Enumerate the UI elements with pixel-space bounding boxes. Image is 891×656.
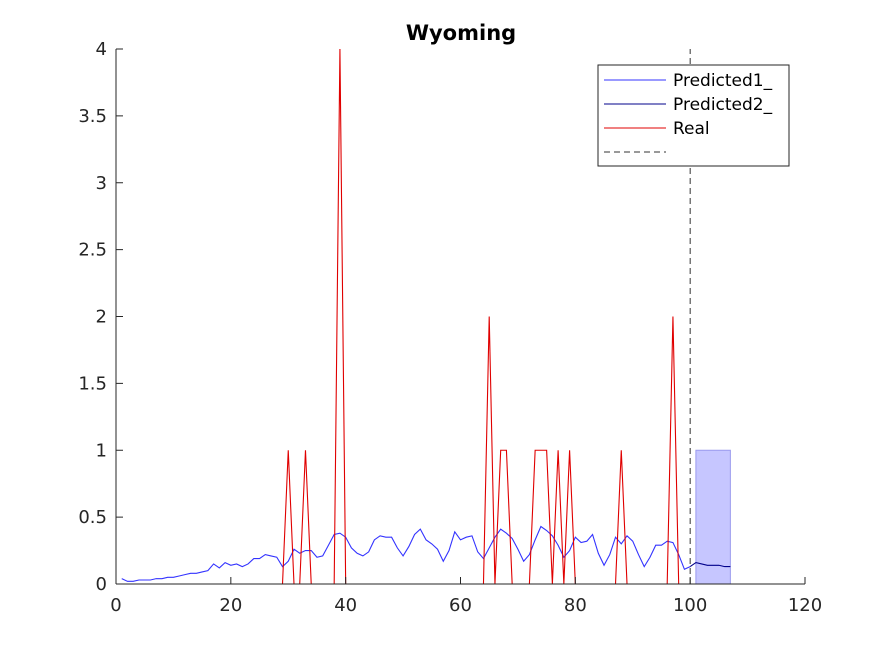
y-tick-label: 4 bbox=[96, 39, 107, 60]
y-tick-label: 1.5 bbox=[78, 373, 107, 394]
y-tick-label: 1 bbox=[96, 440, 107, 461]
x-tick-label: 20 bbox=[219, 595, 242, 616]
x-tick-label: 80 bbox=[564, 595, 587, 616]
chart-title: Wyoming bbox=[406, 21, 516, 45]
x-tick-label: 100 bbox=[673, 595, 707, 616]
x-tick-label: 0 bbox=[110, 595, 121, 616]
legend-label: Predicted1_ bbox=[673, 71, 773, 91]
plot-area: 0 20 40 60 80 100 120 0 0.5 1 1.5 2 2.5 3 3.5 4 bbox=[78, 39, 822, 616]
legend-label: Real bbox=[673, 119, 710, 139]
y-tick-label: 2 bbox=[96, 307, 107, 328]
y-tick-label: 2.5 bbox=[78, 240, 107, 261]
x-tick-label: 120 bbox=[788, 595, 822, 616]
y-tick-label: 0 bbox=[96, 574, 107, 595]
legend-label: Predicted2_ bbox=[673, 95, 773, 115]
y-tick-label: 3 bbox=[96, 173, 107, 194]
x-tick-label: 40 bbox=[334, 595, 357, 616]
x-tick-label: 60 bbox=[449, 595, 472, 616]
legend: Predicted1_ Predicted2_ Real bbox=[597, 64, 790, 167]
series-line-predicted1 bbox=[121, 525, 691, 582]
series-line-predicted2 bbox=[689, 562, 731, 568]
y-tick-label: 0.5 bbox=[78, 507, 107, 528]
legend-box bbox=[597, 64, 790, 167]
shaded-region bbox=[695, 449, 731, 585]
y-tick-label: 3.5 bbox=[78, 106, 107, 127]
